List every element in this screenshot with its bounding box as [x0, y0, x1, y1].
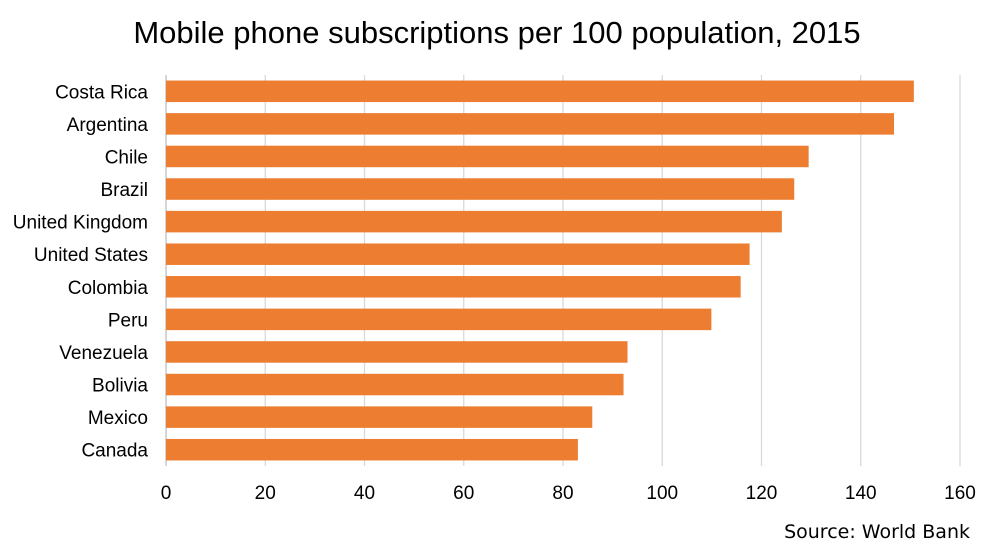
category-label: Brazil: [100, 180, 148, 201]
x-tick-label: 100: [646, 483, 678, 504]
category-label: Canada: [81, 441, 148, 462]
category-label: Peru: [108, 310, 148, 331]
chart-title: Mobile phone subscriptions per 100 popul…: [133, 15, 860, 50]
bar: [166, 210, 782, 233]
x-tick-label: 140: [845, 483, 877, 504]
bar: [166, 113, 894, 135]
bar: [166, 243, 750, 265]
category-label: Chile: [105, 147, 148, 168]
source-note: Source: World Bank: [784, 521, 970, 543]
x-tick-label: 160: [944, 483, 976, 504]
bars: [166, 80, 914, 461]
x-tick-label: 0: [161, 483, 172, 504]
category-label: United States: [34, 245, 148, 266]
x-tick-label: 80: [552, 483, 573, 504]
category-label: Colombia: [68, 278, 149, 299]
bar: [166, 80, 914, 103]
x-tick-label: 60: [453, 483, 474, 504]
category-label: Mexico: [88, 408, 148, 429]
gridlines: [165, 75, 961, 466]
bar: [166, 341, 628, 363]
bar: [166, 406, 593, 428]
category-label: Venezuela: [59, 343, 148, 364]
bar: [166, 438, 578, 461]
category-label: Argentina: [67, 115, 149, 136]
bar: [166, 276, 741, 298]
bar: [166, 178, 795, 200]
x-tick-label: 20: [255, 483, 276, 504]
category-label: United Kingdom: [13, 213, 148, 234]
category-label: Costa Rica: [55, 82, 148, 103]
category-labels: Costa Rica Argentina Chile Brazil United Kin…: [13, 82, 149, 461]
x-axis-tick-labels: 0 20 40 60 80 100 120 140 160: [161, 483, 976, 504]
category-label: Bolivia: [92, 376, 148, 397]
x-tick-label: 120: [746, 483, 778, 504]
bar: [166, 145, 809, 168]
bar: [166, 373, 624, 396]
bar: [166, 308, 712, 331]
x-tick-label: 40: [354, 483, 375, 504]
